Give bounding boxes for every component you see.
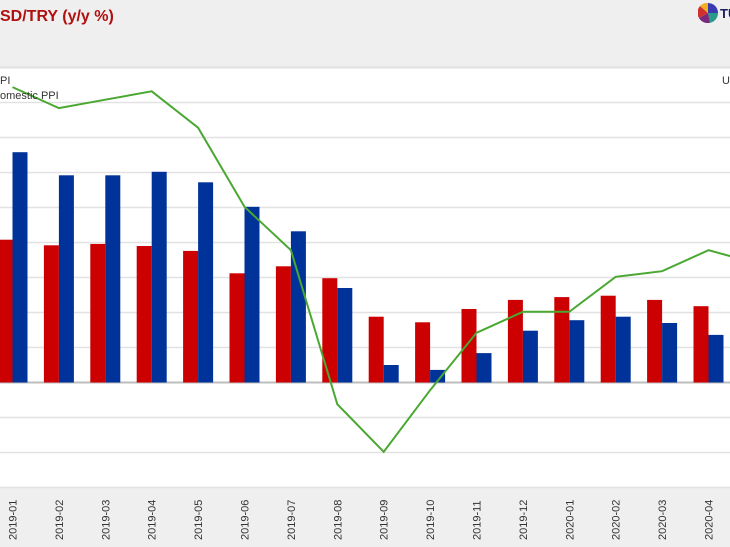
legend-entry-right: U [722, 75, 730, 87]
bar-series2-2019-04 [151, 171, 167, 383]
x-tick-label: 2020-02 [611, 500, 623, 540]
bar-series1-2019-02 [43, 245, 59, 383]
bar-series1-2020-02 [600, 295, 616, 383]
x-tick-label: 2019-05 [193, 500, 205, 540]
bar-series1-2019-06 [229, 273, 245, 383]
legend-entry-2: omestic PPI [0, 90, 59, 102]
bar-series2-2020-02 [615, 316, 631, 383]
bar-series1-2019-03 [90, 243, 106, 383]
x-tick-label: 2019-03 [100, 500, 112, 540]
x-tick-label: 2020-01 [564, 500, 576, 540]
bar-series1-2020-01 [554, 297, 570, 383]
x-tick-label: 2019-11 [472, 500, 484, 540]
bar-series1-2019-01 [0, 239, 13, 383]
x-tick-label: 2020-04 [704, 500, 716, 540]
bar-series2-2019-06 [244, 206, 260, 383]
x-tick-label: 2019-07 [286, 500, 298, 540]
bar-series2-2020-03 [662, 323, 678, 383]
bar-series1-2019-08 [322, 278, 338, 383]
chart-title: SD/TRY (y/y %) [0, 8, 114, 25]
x-tick-label: 2019-04 [147, 500, 159, 540]
bar-series2-2019-10 [430, 369, 446, 383]
bar-series2-2019-02 [58, 175, 74, 383]
x-tick-label: 2019-10 [425, 500, 437, 540]
bar-series2-2019-11 [476, 353, 492, 383]
x-tick-label: 2019-12 [518, 500, 530, 540]
bar-series2-2019-12 [522, 330, 538, 383]
bar-series1-2019-05 [183, 250, 199, 383]
x-tick-label: 2019-02 [54, 500, 66, 540]
bar-series2-2019-03 [105, 175, 121, 383]
bar-series1-2020-03 [647, 299, 663, 383]
bar-series1-2019-09 [368, 316, 384, 383]
bar-series1-2019-07 [275, 266, 291, 383]
bar-series2-2019-09 [383, 365, 399, 383]
bar-series1-2020-04 [693, 306, 709, 383]
line-series [12, 86, 730, 454]
x-tick-label: 2019-08 [332, 500, 344, 540]
bar-series2-2019-05 [198, 182, 214, 383]
bar-series2-2020-01 [569, 320, 585, 383]
pie-logo-icon [698, 3, 718, 23]
bar-series1-2019-11 [461, 309, 477, 383]
bar-series1-2019-10 [415, 322, 431, 383]
legend-entry-1: PI [0, 75, 10, 87]
bar-series2-2019-07 [290, 231, 306, 383]
bar-series2-2019-01 [12, 152, 28, 383]
x-tick-label: 2019-01 [8, 500, 20, 540]
bar-series1-2019-12 [507, 299, 523, 383]
bar-series2-2020-04 [708, 334, 724, 383]
bar-series1-2019-04 [136, 246, 152, 383]
x-tick-label: 2019-06 [240, 500, 252, 540]
bar-series2-2019-08 [337, 288, 353, 383]
brand-logo: TU [698, 3, 730, 23]
logo-text: TU [720, 5, 730, 21]
x-tick-label: 2020-03 [657, 500, 669, 540]
x-tick-label: 2019-09 [379, 500, 391, 540]
